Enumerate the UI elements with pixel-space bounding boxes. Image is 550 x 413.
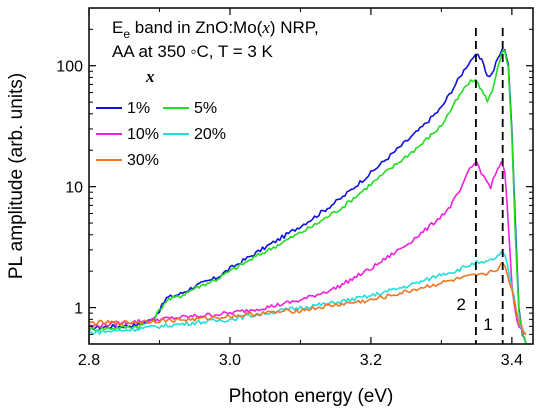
y-tick-label: 10 <box>65 180 83 197</box>
legend-label: 5% <box>194 100 217 117</box>
annotation-end: ) NRP, <box>270 18 319 37</box>
legend-label: 10% <box>127 126 159 143</box>
series-line-5pct <box>89 50 527 344</box>
y-tick-label: 1 <box>74 301 83 318</box>
series-line-30pct <box>89 262 527 336</box>
y-axis-label: PL amplitude (arb. units) <box>6 73 27 279</box>
series-layer <box>89 48 527 344</box>
annotation-subscript: e <box>123 27 130 41</box>
series-line-20pct <box>89 251 527 336</box>
legend: 1% 5% 10% 20% 30% <box>96 100 226 169</box>
annotation-prefix: E <box>112 18 123 37</box>
legend-label: 20% <box>194 126 226 143</box>
x-tick-label: 3.4 <box>501 352 523 369</box>
y-tick-label: 100 <box>56 59 83 76</box>
legend-title: x <box>145 67 155 86</box>
plot-frame <box>88 7 534 345</box>
y-axis: 1 10 100 <box>56 7 533 345</box>
vertical-markers: 21 <box>456 28 504 344</box>
annotation-var: x <box>261 18 270 37</box>
series-line-1pct <box>89 48 527 344</box>
annotation-line-1: Ee band in ZnO:Mo(x) NRP, <box>112 18 319 41</box>
legend-label: 1% <box>127 100 150 117</box>
x-axis-label: Photon energy (eV) <box>229 386 394 407</box>
annotation-line-2: AA at 350 ◦C, T = 3 K <box>112 42 274 61</box>
annotation-rest: band in ZnO:Mo( <box>130 18 263 37</box>
marker-label-2: 2 <box>456 295 465 314</box>
x-tick-label: 3.0 <box>219 352 241 369</box>
legend-label: 30% <box>127 152 159 169</box>
x-axis: 2.8 3.0 3.2 3.4 <box>78 8 523 369</box>
marker-label-1: 1 <box>483 315 492 334</box>
x-tick-label: 2.8 <box>78 352 100 369</box>
x-tick-label: 3.2 <box>360 352 382 369</box>
